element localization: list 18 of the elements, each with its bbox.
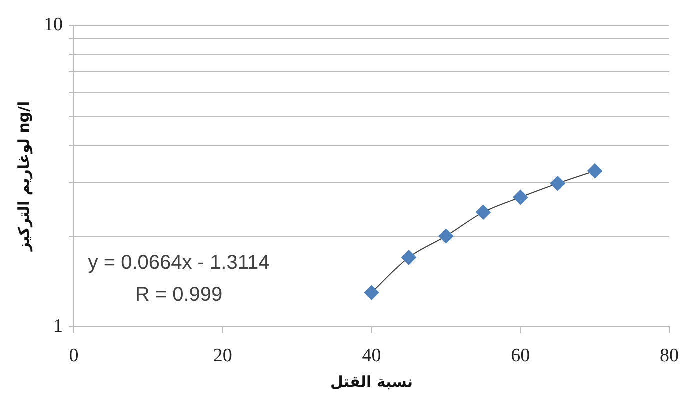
x-axis-title: نسبة القتل	[330, 372, 413, 391]
x-tick-label: 80	[660, 346, 679, 367]
point	[513, 190, 528, 205]
point	[550, 176, 566, 192]
x-tick-label: 60	[511, 346, 530, 367]
y-tick-label: 1	[54, 316, 63, 338]
point	[438, 228, 454, 244]
point	[588, 164, 603, 179]
annotation: R = 0.999	[135, 284, 223, 306]
point	[476, 204, 491, 220]
annotation: y = 0.0664x - 1.3114	[88, 252, 270, 274]
y-axis-title: لوغاريم التركيز ng/l	[14, 101, 33, 252]
x-tick-label: 20	[213, 346, 232, 367]
point	[401, 250, 416, 266]
y-tick-label: 10	[44, 14, 63, 36]
x-tick-label: 40	[362, 346, 382, 367]
point	[364, 285, 380, 300]
x-tick-label: 0	[69, 346, 79, 367]
